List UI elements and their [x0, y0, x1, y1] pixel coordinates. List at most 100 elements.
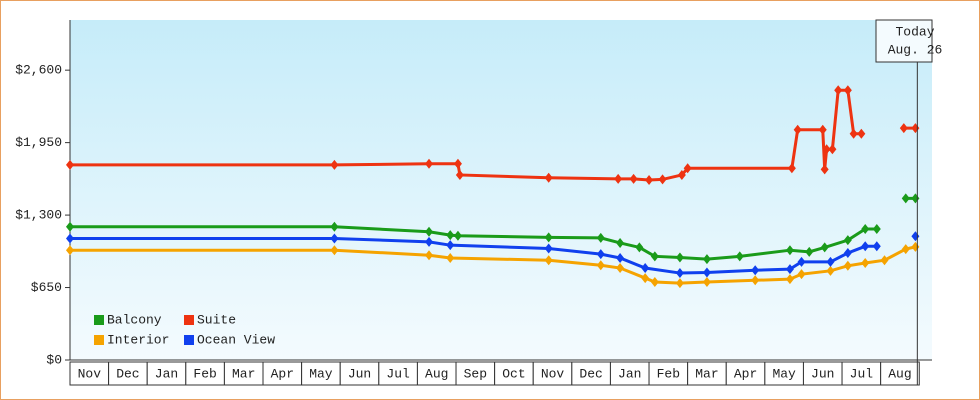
x-tick-label: Jun	[811, 366, 834, 381]
point	[797, 269, 806, 280]
point	[793, 124, 802, 135]
point	[834, 85, 843, 96]
today-label: Aug. 26	[888, 42, 943, 57]
x-tick-label: Nov	[541, 366, 565, 381]
point	[901, 244, 910, 255]
plot-area	[70, 20, 932, 360]
point	[650, 251, 659, 262]
point	[641, 273, 650, 284]
point	[629, 173, 638, 184]
point	[702, 254, 711, 265]
x-tick-label: Jul	[850, 366, 874, 381]
x-tick-label: Apr	[271, 366, 294, 381]
y-tick-label: $1,950	[15, 135, 62, 150]
point	[616, 237, 625, 248]
point	[675, 268, 684, 279]
point	[614, 173, 623, 184]
point	[425, 250, 434, 261]
point	[425, 236, 434, 247]
y-tick-label: $2,600	[15, 63, 62, 78]
point	[675, 278, 684, 289]
point	[849, 128, 858, 139]
point	[861, 241, 870, 252]
legend-swatch	[184, 335, 194, 345]
x-tick-label: Jun	[348, 366, 371, 381]
point	[843, 247, 852, 258]
point	[683, 163, 692, 174]
point	[66, 159, 74, 170]
point	[658, 174, 667, 185]
point	[544, 243, 553, 254]
point	[425, 226, 434, 237]
point	[645, 174, 654, 185]
x-tick-label: Apr	[734, 366, 757, 381]
point	[330, 245, 339, 256]
point	[66, 233, 74, 244]
point	[872, 241, 881, 252]
point	[826, 256, 835, 267]
point	[641, 263, 650, 274]
point	[820, 242, 829, 253]
today-label: Today	[895, 24, 934, 39]
point	[820, 164, 829, 175]
point	[880, 255, 889, 266]
point	[805, 246, 814, 257]
point	[787, 163, 796, 174]
month-cell	[880, 361, 920, 386]
point	[544, 172, 553, 183]
point	[818, 124, 827, 135]
point	[544, 255, 553, 266]
point	[872, 224, 881, 235]
point	[899, 123, 908, 134]
point	[635, 242, 644, 253]
x-tick-label: Aug	[888, 366, 911, 381]
point	[330, 159, 339, 170]
point	[616, 263, 625, 274]
point	[785, 264, 794, 275]
point	[650, 276, 659, 287]
point	[330, 221, 339, 232]
point	[455, 169, 464, 180]
point	[828, 144, 837, 155]
point	[330, 233, 339, 244]
legend-swatch	[94, 335, 104, 345]
point	[446, 253, 455, 263]
point	[826, 265, 835, 276]
point	[822, 144, 831, 155]
point	[901, 193, 910, 204]
point	[677, 169, 686, 180]
point	[735, 251, 744, 262]
point	[66, 245, 74, 256]
point	[797, 256, 806, 267]
point	[843, 235, 852, 246]
point	[857, 128, 866, 139]
y-tick-label: $1,300	[15, 208, 62, 223]
x-tick-label: Dec	[116, 366, 139, 381]
x-tick-label: Jan	[155, 366, 178, 381]
x-tick-label: Jan	[618, 366, 641, 381]
point	[843, 260, 852, 271]
legend-label: Suite	[197, 312, 236, 327]
point	[843, 85, 852, 96]
x-tick-label: May	[309, 366, 333, 381]
x-tick-label: May	[772, 366, 796, 381]
point	[453, 158, 462, 169]
x-tick-label: Feb	[193, 366, 216, 381]
legend-label: Interior	[107, 332, 169, 347]
point	[861, 258, 870, 269]
x-tick-label: Feb	[657, 366, 680, 381]
x-tick-label: Sep	[464, 366, 487, 381]
point	[425, 158, 434, 169]
y-tick-label: $650	[31, 280, 62, 295]
legend-label: Balcony	[107, 312, 162, 327]
point	[751, 265, 760, 276]
legend-label: Ocean View	[197, 332, 275, 347]
point	[675, 252, 684, 263]
point	[785, 274, 794, 285]
point	[702, 267, 711, 278]
point	[861, 224, 870, 235]
x-tick-label: Aug	[425, 366, 448, 381]
point	[453, 230, 462, 241]
x-tick-label: Oct	[502, 366, 525, 381]
